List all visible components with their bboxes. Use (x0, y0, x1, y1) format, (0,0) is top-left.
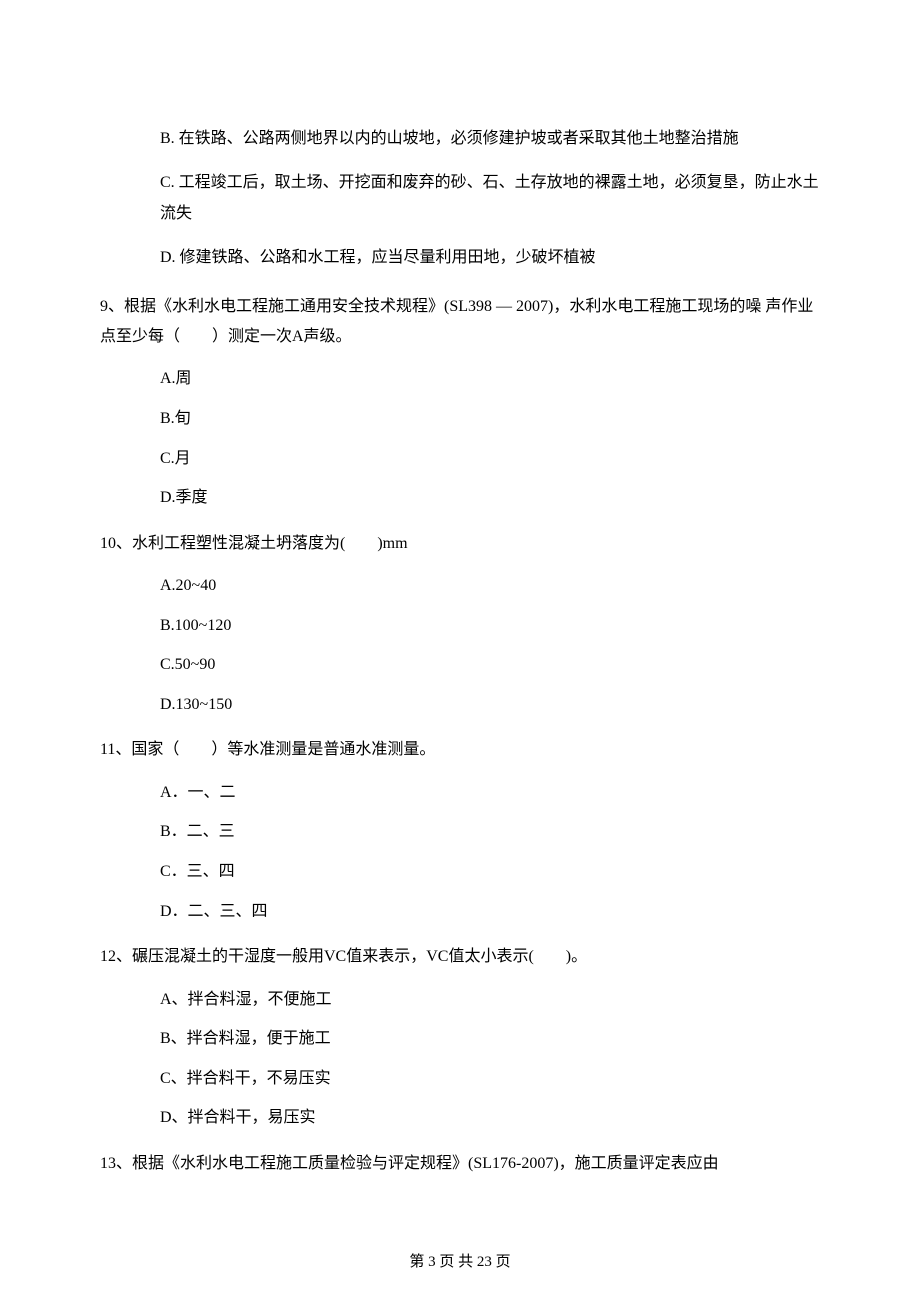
q11-stem: 11、国家（ ）等水准测量是普通水准测量。 (100, 735, 820, 765)
q11-option-c: C．三、四 (160, 859, 820, 885)
q8-option-c: C. 工程竣工后，取土场、开挖面和废弃的砂、石、土存放地的裸露土地，必须复垦，防… (160, 168, 820, 229)
q12-stem: 12、碾压混凝土的干湿度一般用VC值来表示，VC值太小表示( )。 (100, 942, 820, 972)
q8-option-d: D. 修建铁路、公路和水工程，应当尽量利用田地，少破坏植被 (160, 243, 820, 273)
q9-option-c: C.月 (160, 446, 820, 472)
q12-option-b: B、拌合料湿，便于施工 (160, 1026, 820, 1052)
q10-option-c: C.50~90 (160, 652, 820, 678)
q10-stem: 10、水利工程塑性混凝土坍落度为( )mm (100, 529, 820, 559)
q9-option-b: B.旬 (160, 406, 820, 432)
q11-option-d: D．二、三、四 (160, 899, 820, 925)
q10-option-a: A.20~40 (160, 573, 820, 599)
q12-option-c: C、拌合料干，不易压实 (160, 1066, 820, 1092)
exam-page: B. 在铁路、公路两侧地界以内的山坡地，必须修建护坡或者采取其他土地整治措施 C… (0, 0, 920, 1302)
q13-stem: 13、根据《水利水电工程施工质量检验与评定规程》(SL176-2007)，施工质… (100, 1149, 820, 1179)
q11-option-a: A．一、二 (160, 780, 820, 806)
q9-stem: 9、根据《水利水电工程施工通用安全技术规程》(SL398 — 2007)，水利水… (100, 292, 820, 353)
q12-option-a: A、拌合料湿，不便施工 (160, 987, 820, 1013)
page-footer: 第 3 页 共 23 页 (0, 1250, 920, 1274)
q8-option-b: B. 在铁路、公路两侧地界以内的山坡地，必须修建护坡或者采取其他土地整治措施 (160, 124, 820, 154)
q9-option-d: D.季度 (160, 485, 820, 511)
q11-option-b: B．二、三 (160, 819, 820, 845)
q10-option-b: B.100~120 (160, 613, 820, 639)
q12-option-d: D、拌合料干，易压实 (160, 1105, 820, 1131)
q9-option-a: A.周 (160, 366, 820, 392)
q10-option-d: D.130~150 (160, 692, 820, 718)
